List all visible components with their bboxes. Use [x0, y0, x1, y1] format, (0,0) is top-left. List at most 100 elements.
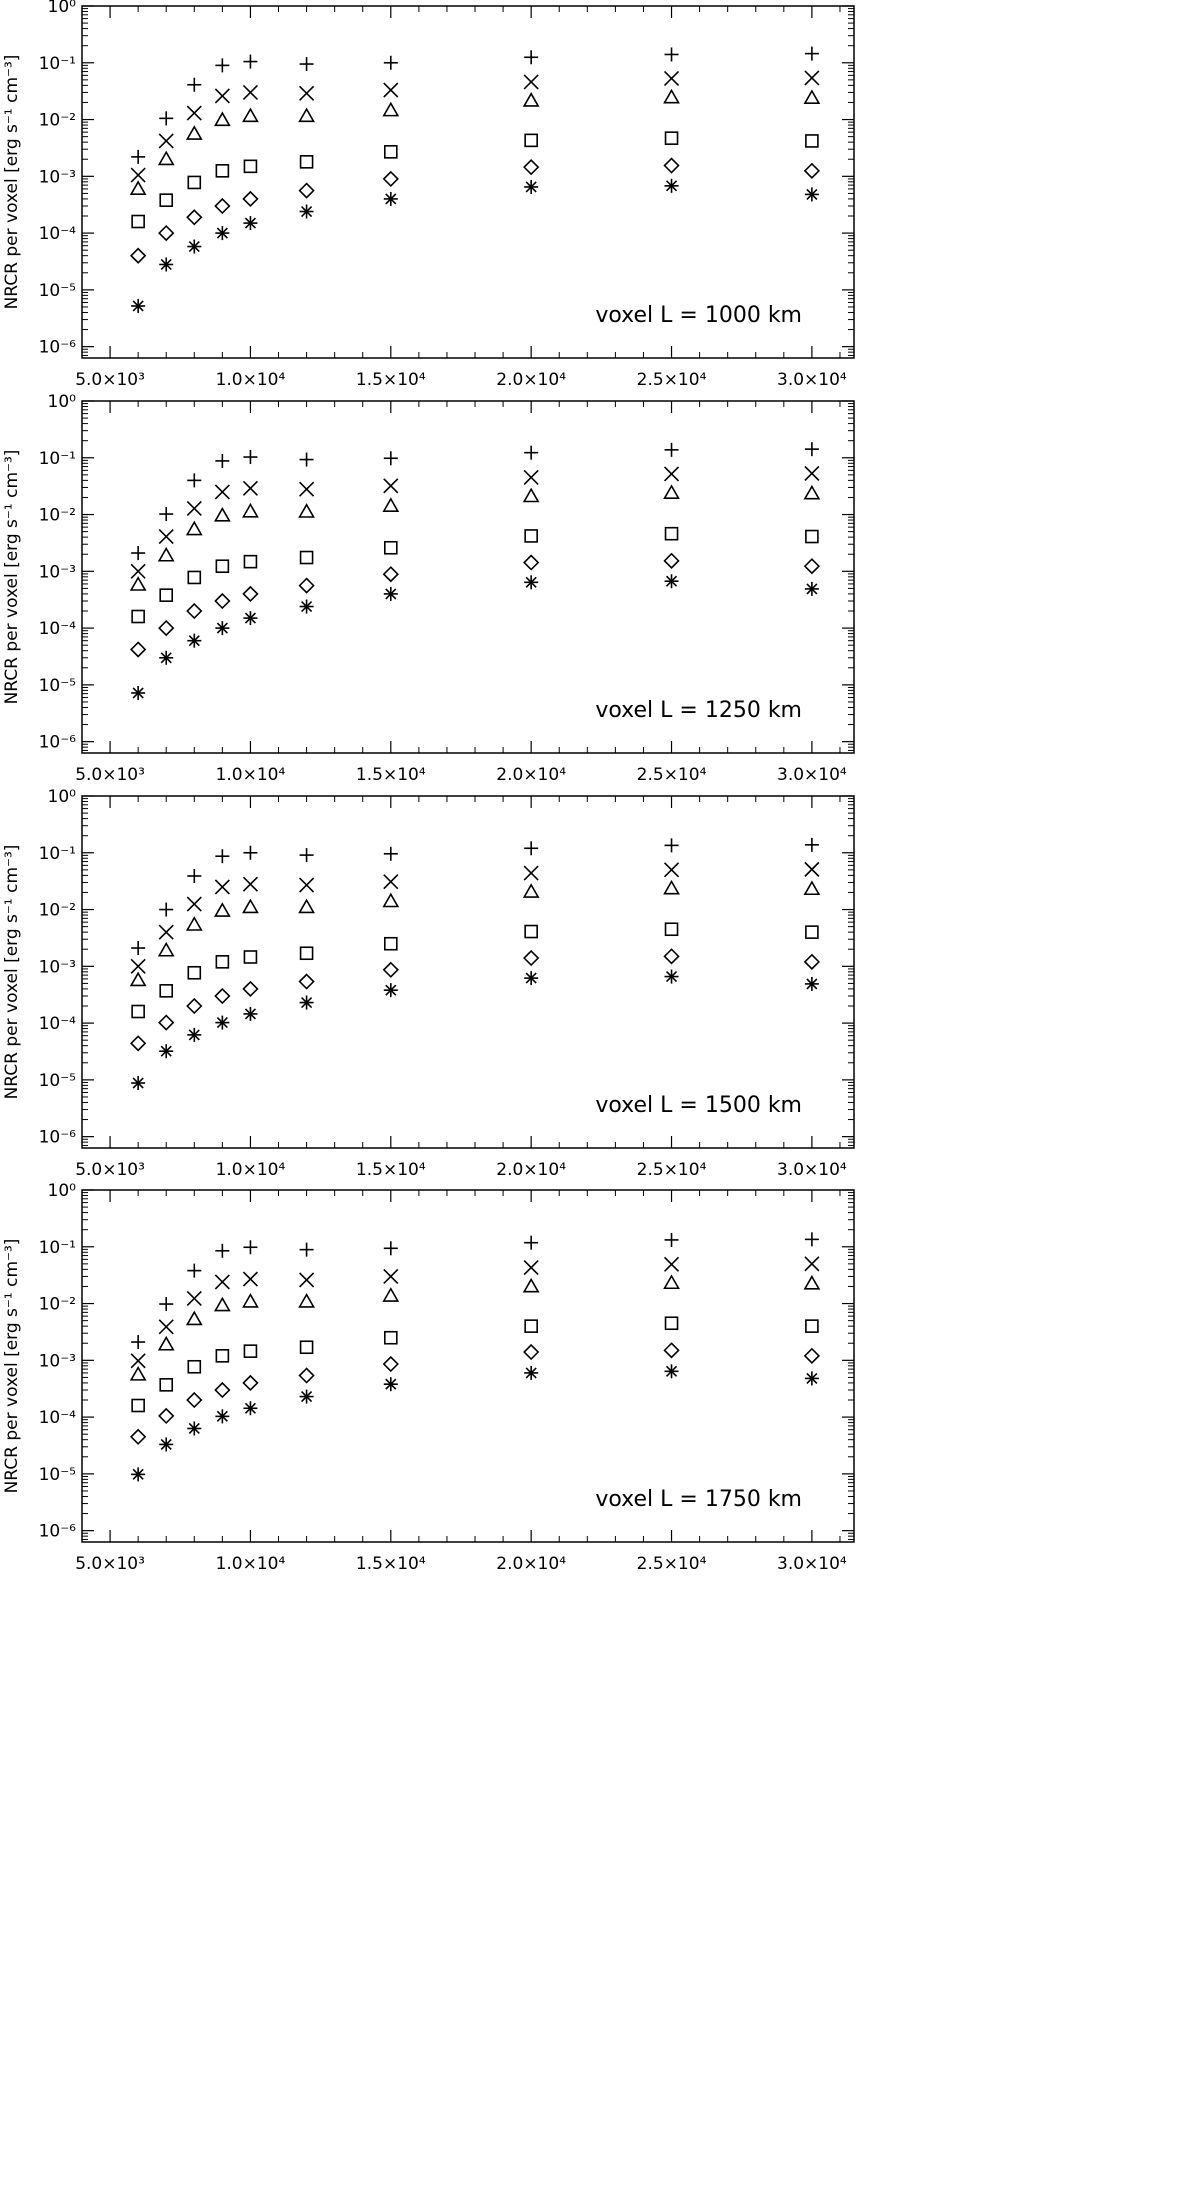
x-tick-label: 5.0×10³	[75, 1554, 145, 1574]
data-point-triangle	[298, 107, 315, 123]
data-point-diamond	[186, 602, 203, 620]
x-tick-label: 1.5×10⁴	[356, 765, 426, 785]
chart-panel: 10⁰ 10⁻¹ 10⁻² 10⁻³ 10⁻⁴ 10⁻⁵ 10⁻⁶ 5.0×10³ 1.0×10…	[2, 392, 855, 785]
series-cross	[130, 465, 820, 579]
data-point-asterisk	[243, 1006, 258, 1021]
data-point-triangle	[803, 880, 821, 896]
data-point-square	[383, 145, 398, 159]
data-point-triangle	[157, 941, 175, 957]
data-point-triangle	[382, 101, 400, 117]
data-point-asterisk	[804, 581, 819, 596]
data-point-cross	[214, 88, 230, 104]
data-point-square	[215, 164, 230, 178]
data-point-cross	[214, 484, 230, 500]
data-point-asterisk	[131, 685, 146, 700]
data-point-diamond	[130, 1428, 147, 1445]
data-point-triangle	[803, 1274, 821, 1290]
data-point-triangle	[185, 125, 203, 140]
data-point-asterisk	[131, 298, 146, 313]
data-point-plus	[131, 1335, 146, 1350]
data-point-plus	[383, 1241, 398, 1256]
chart-svg: 10⁰ 10⁻¹ 10⁻² 10⁻³ 10⁻⁴ 10⁻⁵ 10⁻⁶ 5.0×10³ 1.0×10…	[2, 0, 855, 1574]
data-point-plus	[187, 1263, 202, 1278]
data-point-cross	[186, 500, 202, 517]
data-point-square	[215, 955, 230, 969]
data-point-triangle	[129, 180, 147, 195]
data-point-plus	[664, 1232, 679, 1247]
data-point-square	[805, 1319, 819, 1333]
data-point-diamond	[382, 961, 399, 978]
data-point-asterisk	[524, 971, 539, 986]
data-point-square	[383, 540, 398, 555]
x-tick-label: 2.5×10⁴	[637, 370, 707, 390]
y-tick-label: 10⁻⁵	[39, 676, 76, 696]
data-point-cross	[804, 861, 820, 877]
data-point-cross	[158, 528, 174, 545]
data-point-asterisk	[524, 575, 539, 590]
series-plus	[131, 46, 819, 164]
data-point-square	[131, 214, 145, 229]
data-point-square	[299, 1340, 314, 1355]
data-point-square	[524, 133, 538, 148]
data-point-cross	[299, 1272, 315, 1288]
data-point-triangle	[185, 916, 203, 931]
data-point-square	[383, 936, 398, 951]
data-point-square	[187, 570, 202, 585]
x-tick-label: 1.5×10⁴	[356, 1554, 426, 1574]
data-point-asterisk	[187, 1027, 202, 1042]
data-point-cross	[523, 469, 539, 486]
data-point-plus	[159, 507, 174, 522]
series-diamond	[130, 157, 821, 264]
data-point-square	[664, 1316, 679, 1331]
y-tick-label: 10⁻⁵	[39, 281, 76, 301]
data-point-triangle	[157, 546, 175, 562]
data-point-diamond	[214, 197, 231, 215]
data-point-diamond	[803, 162, 821, 179]
data-point-plus	[664, 442, 679, 457]
data-point-triangle	[129, 971, 147, 987]
y-tick-label: 10⁻¹	[39, 54, 76, 74]
data-point-square	[159, 193, 174, 207]
x-tick-label: 3.0×10⁴	[777, 1160, 847, 1180]
data-point-asterisk	[243, 216, 258, 231]
data-point-cross	[663, 70, 680, 86]
x-tick-label: 5.0×10³	[75, 1160, 145, 1180]
series-asterisk	[131, 1364, 819, 1482]
data-point-diamond	[382, 566, 399, 583]
data-point-triangle	[803, 484, 821, 500]
data-point-triangle	[298, 503, 315, 518]
data-point-plus	[804, 46, 819, 61]
data-point-diamond	[242, 980, 259, 998]
data-point-square	[243, 1344, 258, 1358]
data-point-plus	[664, 47, 679, 62]
data-point-triangle	[298, 1293, 315, 1308]
data-point-square	[159, 588, 174, 602]
x-tick-label: 2.0×10⁴	[496, 1554, 566, 1574]
series-asterisk	[131, 178, 819, 313]
y-axis-label: NRCR per voxel [erg s⁻¹ cm⁻³]	[2, 450, 22, 705]
data-point-asterisk	[299, 599, 314, 614]
data-point-cross	[130, 167, 146, 183]
data-point-square	[187, 175, 202, 190]
data-point-triangle	[663, 484, 680, 500]
series-square	[131, 131, 819, 229]
data-point-asterisk	[664, 574, 679, 589]
y-tick-label: 10⁰	[48, 1181, 77, 1201]
data-point-plus	[383, 55, 398, 70]
y-tick-label: 10⁻²	[39, 1295, 76, 1315]
data-point-square	[215, 1349, 230, 1363]
data-point-asterisk	[383, 1377, 398, 1392]
data-point-square	[159, 1378, 174, 1392]
series-cross	[130, 1256, 820, 1369]
data-point-diamond	[663, 1342, 680, 1359]
series-asterisk	[131, 574, 819, 700]
data-point-triangle	[157, 1335, 175, 1351]
data-point-triangle	[382, 892, 400, 908]
y-tick-label: 10⁰	[48, 392, 77, 412]
data-point-cross	[130, 563, 146, 579]
data-point-plus	[187, 868, 202, 883]
data-point-asterisk	[243, 611, 258, 626]
series-cross	[130, 70, 820, 183]
series-diamond	[130, 1342, 821, 1445]
y-tick-label: 10⁻⁵	[39, 1465, 76, 1485]
